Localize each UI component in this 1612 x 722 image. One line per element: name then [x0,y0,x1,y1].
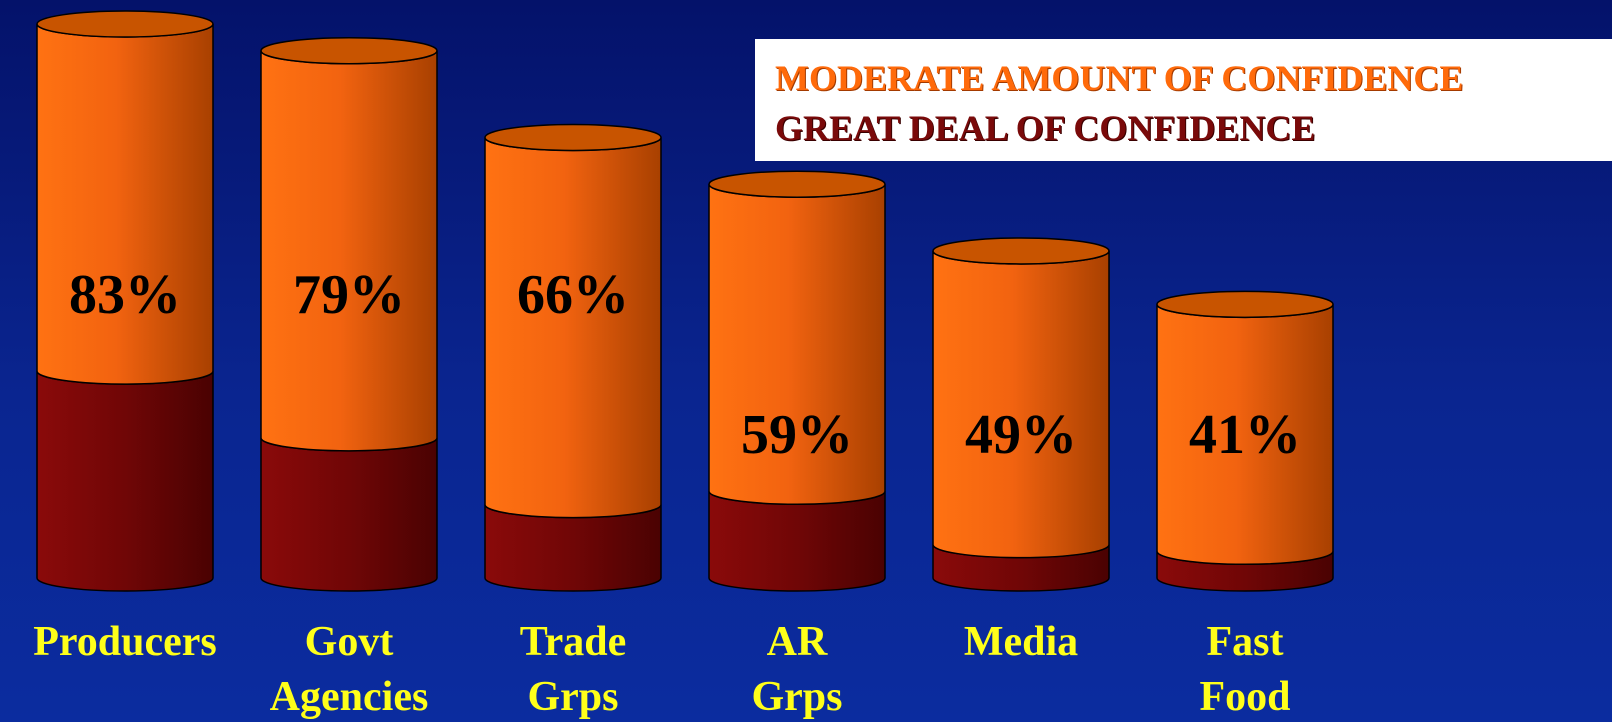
category-label-line: Food [1199,674,1290,720]
bar-great-govt-agencies [260,437,438,592]
legend-item-great: GREAT DEAL OF CONFIDENCE [775,108,1316,148]
bar-top-media [932,237,1110,265]
category-label-line: Fast [1207,619,1284,665]
category-label-govt-agencies: Govt Agencies [270,619,429,720]
bar-moderate-producers [36,23,214,385]
value-label-ar-grps: 59% [741,404,853,466]
bar-top-trade-grps [484,123,662,152]
category-label-line: Media [964,619,1078,665]
bar-top-govt-agencies [260,36,438,65]
category-label-media: Media [964,619,1078,665]
category-label-line: Grps [527,674,618,720]
category-label-line: Producers [33,619,217,665]
bar-top-fast-food [1156,290,1334,319]
bar-moderate-trade-grps [484,137,662,519]
value-label-trade-grps: 66% [517,264,629,326]
category-label-line: Agencies [270,674,429,720]
category-label-line: Trade [520,619,627,665]
bar-moderate-govt-agencies [260,50,438,452]
bar-great-ar-grps [708,491,886,592]
bar-great-producers [36,370,214,592]
value-label-govt-agencies: 79% [293,264,405,326]
category-label-line: Govt [305,619,394,665]
value-label-fast-food: 41% [1189,404,1301,466]
category-label-fast-food: Fast Food [1199,619,1290,720]
category-label-line: Grps [751,674,842,720]
category-label-trade-grps: Trade Grps [520,619,627,720]
bar-top-producers [36,10,214,38]
value-label-media: 49% [965,404,1077,466]
category-label-ar-grps: AR Grps [751,619,842,720]
category-label-line: AR [767,619,828,665]
bar-top-ar-grps [708,170,886,198]
legend: MODERATE AMOUNT OF CONFIDENCE GREAT DEAL… [755,39,1612,161]
legend-item-moderate: MODERATE AMOUNT OF CONFIDENCE [775,58,1464,98]
value-label-producers: 83% [69,264,181,326]
category-label-producers: Producers [33,619,217,665]
